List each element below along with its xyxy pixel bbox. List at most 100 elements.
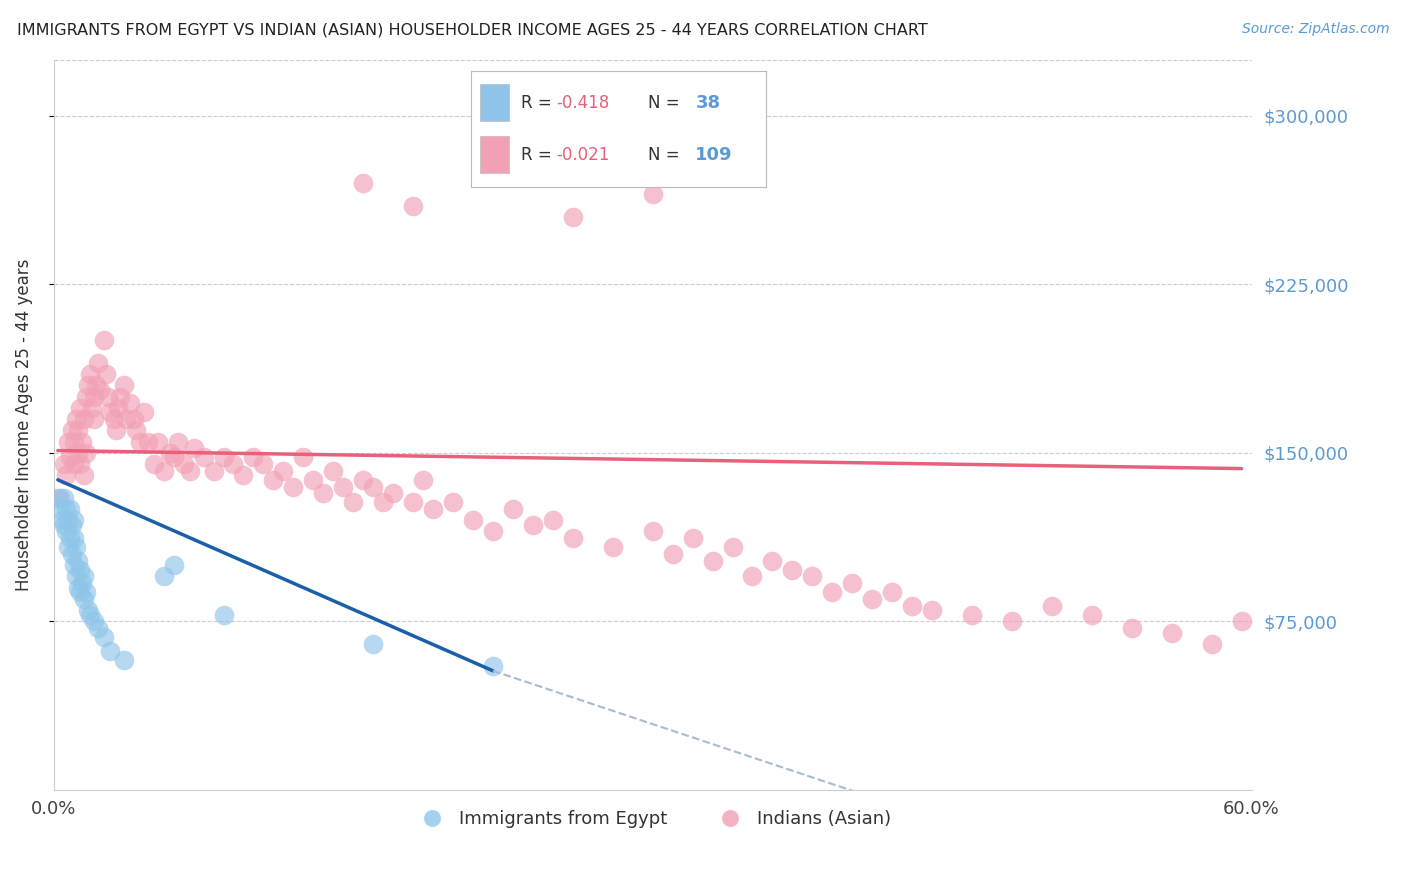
Point	[860, 591, 883, 606]
Point	[166, 434, 188, 449]
Point	[124, 423, 146, 437]
Point	[422, 502, 444, 516]
Point	[179, 464, 201, 478]
Text: R =: R =	[522, 94, 557, 112]
Point	[561, 210, 583, 224]
Point	[252, 457, 274, 471]
Point	[56, 513, 79, 527]
Point	[641, 524, 664, 539]
Point	[273, 464, 295, 478]
Point	[702, 554, 724, 568]
Point	[412, 473, 434, 487]
Point	[60, 517, 83, 532]
Point	[461, 513, 484, 527]
Point	[222, 457, 245, 471]
Point	[73, 412, 96, 426]
Point	[56, 540, 79, 554]
Point	[83, 412, 105, 426]
Point	[107, 401, 129, 415]
Text: 38: 38	[696, 94, 720, 112]
Point	[118, 396, 141, 410]
Text: N =: N =	[648, 146, 685, 164]
Point	[482, 153, 505, 168]
Point	[62, 531, 84, 545]
Text: 109: 109	[696, 146, 733, 164]
Point	[60, 423, 83, 437]
Point	[312, 486, 335, 500]
Point	[721, 540, 744, 554]
Point	[561, 531, 583, 545]
Point	[69, 585, 91, 599]
Point	[142, 457, 165, 471]
Point	[103, 412, 125, 426]
Point	[55, 468, 77, 483]
Legend: Immigrants from Egypt, Indians (Asian): Immigrants from Egypt, Indians (Asian)	[406, 803, 898, 836]
Point	[65, 569, 87, 583]
Point	[482, 659, 505, 673]
Point	[76, 378, 98, 392]
Point	[801, 569, 824, 583]
Point	[482, 524, 505, 539]
Point	[66, 554, 89, 568]
Point	[882, 585, 904, 599]
Point	[98, 643, 121, 657]
Point	[97, 390, 120, 404]
Point	[122, 412, 145, 426]
Point	[52, 457, 75, 471]
Point	[162, 558, 184, 573]
Point	[49, 502, 72, 516]
Point	[641, 187, 664, 202]
Point	[66, 446, 89, 460]
Point	[59, 450, 82, 465]
Point	[382, 486, 405, 500]
Point	[1201, 637, 1223, 651]
Point	[132, 405, 155, 419]
Point	[55, 502, 77, 516]
Point	[79, 368, 101, 382]
Y-axis label: Householder Income Ages 25 - 44 years: Householder Income Ages 25 - 44 years	[15, 259, 32, 591]
Point	[193, 450, 215, 465]
Point	[75, 585, 97, 599]
Point	[108, 390, 131, 404]
Point	[152, 464, 174, 478]
Point	[73, 569, 96, 583]
Point	[59, 531, 82, 545]
Point	[62, 513, 84, 527]
Point	[361, 479, 384, 493]
Point	[65, 540, 87, 554]
Point	[821, 585, 844, 599]
Point	[93, 334, 115, 348]
Point	[46, 491, 69, 505]
Point	[183, 442, 205, 456]
Point	[69, 457, 91, 471]
Point	[104, 423, 127, 437]
Point	[83, 615, 105, 629]
Point	[1160, 625, 1182, 640]
Point	[332, 479, 354, 493]
Point	[212, 450, 235, 465]
Text: -0.021: -0.021	[557, 146, 610, 164]
Text: -0.418: -0.418	[557, 94, 610, 112]
Point	[352, 473, 374, 487]
Point	[65, 412, 87, 426]
Point	[242, 450, 264, 465]
Point	[202, 464, 225, 478]
Point	[80, 401, 103, 415]
Point	[152, 569, 174, 583]
Point	[1001, 615, 1024, 629]
Point	[1230, 615, 1253, 629]
Point	[112, 378, 135, 392]
Point	[283, 479, 305, 493]
Point	[502, 502, 524, 516]
Point	[602, 540, 624, 554]
Point	[162, 450, 184, 465]
Point	[112, 652, 135, 666]
Point	[302, 473, 325, 487]
Point	[146, 434, 169, 449]
Point	[292, 450, 315, 465]
Text: N =: N =	[648, 94, 685, 112]
Point	[741, 569, 763, 583]
Text: Source: ZipAtlas.com: Source: ZipAtlas.com	[1241, 22, 1389, 37]
Point	[83, 390, 105, 404]
Point	[1040, 599, 1063, 613]
